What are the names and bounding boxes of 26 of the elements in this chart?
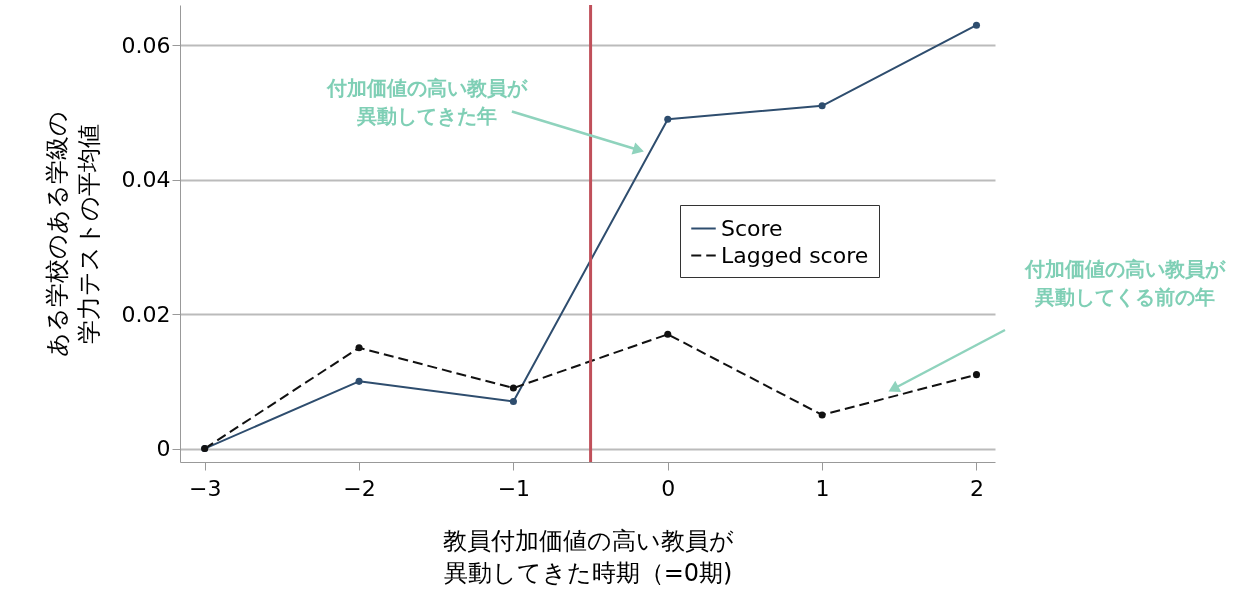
point: [509, 397, 517, 406]
x-tick-label: −1: [497, 475, 531, 501]
point: [818, 102, 826, 110]
x-tick-label: −2: [343, 475, 376, 501]
y-tick-label: 0.06: [121, 32, 171, 58]
y-tick-label: 0: [156, 436, 171, 462]
point: [664, 115, 672, 123]
x-axis-title: 教員付加価値の高い教員が異動してきた時期（=0期): [442, 526, 734, 587]
point: [355, 377, 363, 385]
text: 付加価値の高い教員が異動してくる前の年: [1024, 257, 1226, 309]
point: [509, 384, 517, 392]
point: [972, 21, 981, 29]
y-tick-label: 0.02: [121, 301, 171, 327]
point: [355, 344, 363, 352]
point: [818, 411, 826, 419]
y-axis-title: ある学校のある学級の学力テストの平均値: [42, 111, 103, 357]
x-tick-label: −3: [188, 475, 222, 501]
point: [972, 371, 981, 379]
y-tick-label: 0.04: [121, 167, 171, 193]
annotation: 付加価値の高い教員が異動してきた年: [325, 76, 528, 129]
x-tick-label: 1: [815, 475, 830, 501]
point: [664, 330, 672, 338]
x-tick-label: 2: [969, 475, 984, 501]
legend-label: Lagged score: [721, 242, 869, 268]
x-tick-label: 0: [661, 475, 676, 501]
legend-label: Score: [721, 215, 783, 241]
